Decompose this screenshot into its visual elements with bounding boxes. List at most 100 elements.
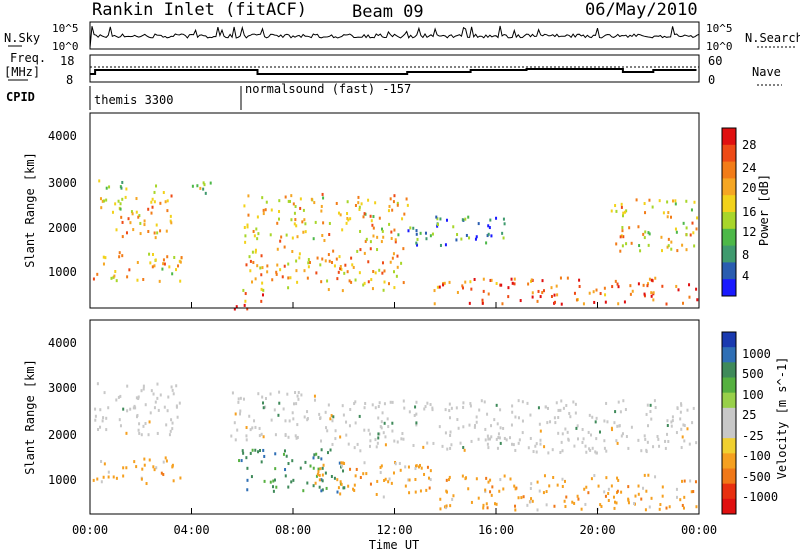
- data-cell: [369, 214, 372, 218]
- data-cell: [436, 217, 439, 221]
- data-cell: [328, 259, 331, 263]
- data-cell: [296, 435, 299, 439]
- data-cell: [313, 398, 316, 402]
- data-cell: [578, 278, 581, 282]
- data-cell: [313, 453, 316, 457]
- data-cell: [527, 446, 530, 450]
- data-cell: [451, 497, 454, 501]
- data-cell: [389, 197, 392, 201]
- data-cell: [501, 231, 504, 235]
- data-cell: [486, 506, 489, 510]
- data-cell: [339, 267, 342, 271]
- data-cell: [429, 403, 432, 407]
- data-cell: [376, 248, 379, 252]
- data-cell: [372, 234, 375, 238]
- data-cell: [356, 442, 359, 446]
- data-cell: [532, 450, 535, 454]
- data-cell: [115, 476, 118, 480]
- data-cell: [363, 461, 366, 465]
- data-cell: [648, 232, 651, 236]
- data-cell: [666, 419, 669, 423]
- data-cell: [343, 486, 346, 490]
- data-cell: [683, 439, 686, 443]
- data-cell: [529, 486, 532, 490]
- data-cell: [329, 448, 332, 452]
- data-cell: [129, 221, 132, 225]
- data-cell: [100, 480, 103, 484]
- data-cell: [607, 492, 610, 496]
- data-cell: [156, 431, 159, 435]
- data-cell: [297, 390, 300, 394]
- data-cell: [354, 203, 357, 207]
- data-cell: [381, 261, 384, 265]
- data-cell: [320, 209, 323, 213]
- data-cell: [293, 222, 296, 226]
- data-cell: [630, 241, 633, 245]
- data-cell: [101, 419, 104, 423]
- data-cell: [652, 291, 655, 295]
- data-cell: [574, 402, 577, 406]
- data-cell: [372, 270, 375, 274]
- data-cell: [513, 484, 516, 488]
- data-cell: [147, 433, 150, 437]
- data-cell: [573, 291, 576, 295]
- data-cell: [115, 228, 118, 232]
- data-cell: [166, 199, 169, 203]
- data-cell: [648, 198, 651, 202]
- data-cell: [436, 224, 439, 228]
- data-cell: [105, 428, 108, 432]
- data-cell: [284, 474, 287, 478]
- data-cell: [473, 277, 476, 281]
- data-cell: [560, 302, 563, 306]
- data-cell: [245, 434, 248, 438]
- data-cell: [131, 212, 134, 216]
- data-cell: [565, 404, 568, 408]
- data-cell: [242, 451, 245, 455]
- data-cell: [306, 481, 309, 485]
- data-cell: [164, 456, 167, 460]
- data-cell: [344, 263, 347, 267]
- data-cell: [177, 264, 180, 268]
- data-cell: [664, 446, 667, 450]
- data-cell: [665, 506, 668, 510]
- data-cell: [354, 400, 357, 404]
- data-cell: [449, 504, 452, 508]
- data-cell: [390, 236, 393, 240]
- data-cell: [331, 442, 334, 446]
- data-cell: [112, 475, 115, 479]
- power-cb-tick-20: 20: [742, 181, 756, 195]
- data-cell: [254, 448, 257, 452]
- data-cell: [325, 486, 328, 490]
- data-cell: [562, 406, 565, 410]
- data-cell: [263, 454, 266, 458]
- data-cell: [426, 401, 429, 405]
- data-cell: [164, 200, 167, 204]
- data-cell: [415, 412, 418, 416]
- data-cell: [545, 503, 548, 507]
- data-cell: [244, 299, 247, 303]
- data-cell: [140, 433, 143, 437]
- data-cell: [369, 482, 372, 486]
- data-cell: [246, 225, 249, 229]
- data-cell: [287, 262, 290, 266]
- data-cell: [171, 388, 174, 392]
- data-cell: [121, 220, 124, 224]
- data-cell: [402, 247, 405, 251]
- data-cell: [624, 210, 627, 214]
- data-cell: [585, 450, 588, 454]
- noise-right-tick-top: 10^5: [706, 22, 733, 35]
- data-cell: [445, 478, 448, 482]
- data-cell: [124, 195, 127, 199]
- data-cell: [510, 277, 513, 281]
- data-cell: [616, 489, 619, 493]
- data-cell: [474, 424, 477, 428]
- data-cell: [153, 190, 156, 194]
- data-cell: [475, 235, 478, 239]
- data-cell: [272, 485, 275, 489]
- data-cell: [670, 215, 673, 219]
- data-cell: [650, 496, 653, 500]
- data-cell: [487, 224, 490, 228]
- data-cell: [587, 491, 590, 495]
- data-cell: [156, 382, 159, 386]
- data-cell: [341, 464, 344, 468]
